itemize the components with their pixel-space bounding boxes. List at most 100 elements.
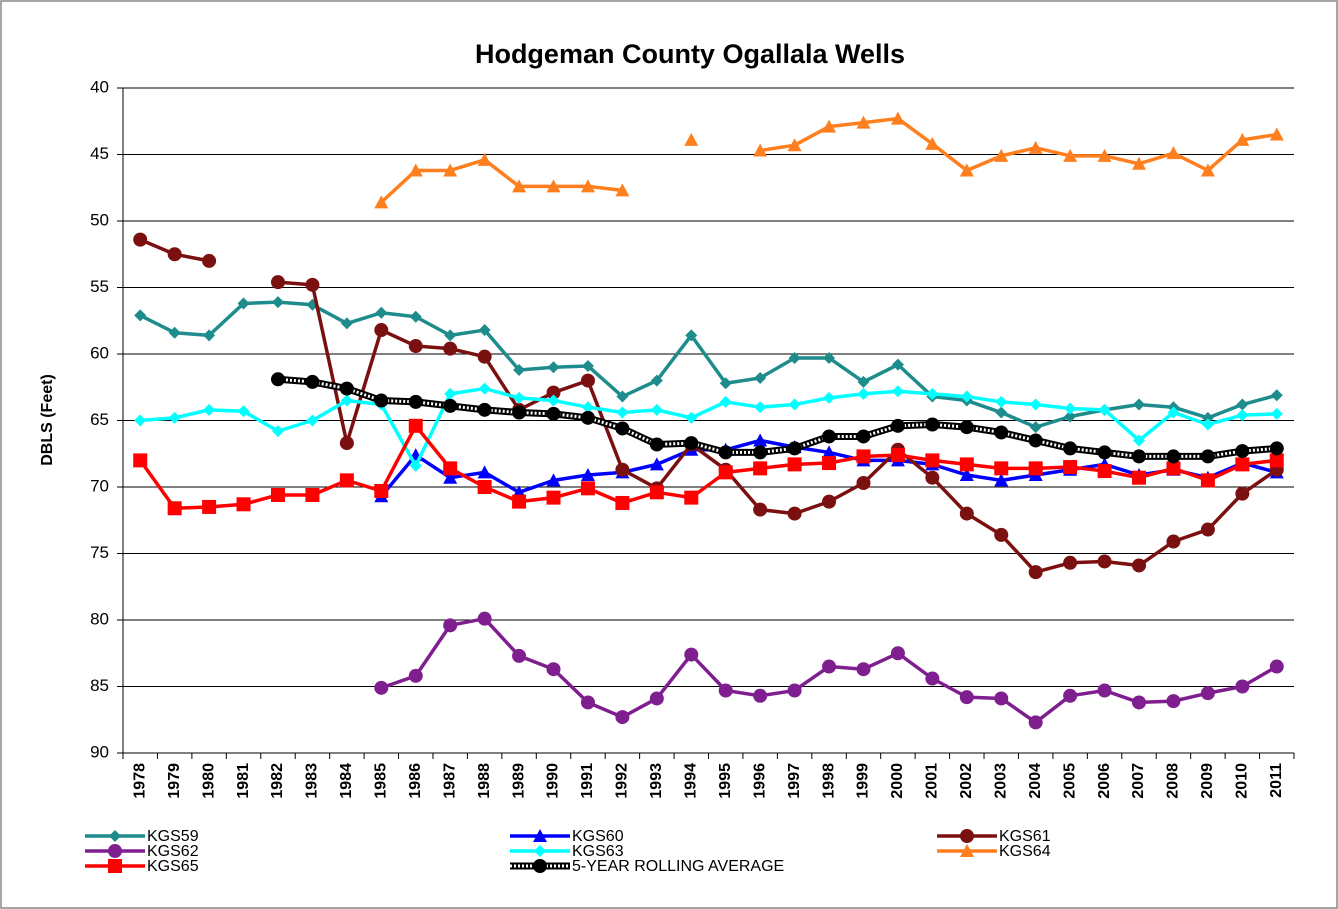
x-tick-label: 1987 [441,763,458,799]
marker [305,487,320,502]
x-tick-label: 1993 [648,763,665,799]
marker [753,445,768,460]
marker [925,470,940,485]
series-line [139,300,1278,429]
y-tick-label: 40 [90,77,109,96]
marker [134,309,147,322]
marker [1269,441,1284,456]
marker [753,688,768,703]
y-tick-label: 75 [90,543,109,562]
marker [444,329,457,342]
x-tick-label: 1983 [304,763,321,799]
marker [649,691,664,706]
marker [822,494,837,509]
legend-item: 5-YEAR ROLLING AVERAGE [510,858,784,875]
marker [375,306,388,319]
marker [890,111,905,125]
marker [1200,473,1215,488]
marker [787,457,802,472]
marker [534,845,546,857]
marker [134,414,147,427]
marker [1064,410,1077,423]
x-tick-label: 1996 [751,763,768,799]
marker [822,429,837,444]
marker [477,402,492,417]
marker [1063,441,1078,456]
y-tick-label: 55 [90,277,109,296]
y-axis-title: DBLS (Feet) [39,374,56,466]
marker [374,393,389,408]
marker [787,441,802,456]
x-tick-label: 1992 [614,763,631,799]
marker [684,490,699,505]
marker [685,411,698,424]
marker [926,387,939,400]
marker [959,468,974,482]
legend-item: KGS60 [510,828,624,845]
marker [546,179,561,193]
legend-label: 5-YEAR ROLLING AVERAGE [572,858,784,875]
marker [1236,409,1249,422]
marker [339,473,354,488]
marker [856,662,871,677]
marker [202,253,217,268]
x-tick-label: 2006 [1096,763,1113,799]
marker [856,429,871,444]
marker [546,385,561,400]
x-tick-label: 2008 [1165,763,1182,799]
marker [237,405,250,418]
marker [340,394,353,407]
marker [719,395,732,408]
marker [823,391,836,404]
marker [270,372,285,387]
marker [753,143,768,157]
marker [615,183,630,197]
marker [1201,418,1214,431]
marker [890,646,905,661]
marker [1028,715,1043,730]
legend-label: KGS61 [999,828,1051,845]
marker [108,859,122,873]
x-tick-label: 1981 [235,763,252,799]
chart-title: Hodgeman County Ogallala Wells [475,39,905,69]
marker [822,445,837,459]
marker [718,465,733,480]
marker [960,829,974,843]
marker [443,398,458,413]
marker [408,418,423,433]
marker [753,433,768,447]
marker [615,462,630,477]
marker [1200,163,1215,177]
marker [822,456,837,471]
x-tick-label: 2000 [889,763,906,799]
marker [546,490,561,505]
marker [719,377,732,390]
marker [650,374,663,387]
marker [374,483,389,498]
legend-label: KGS59 [147,828,199,845]
marker [718,683,733,698]
marker [580,468,595,482]
marker [547,394,560,407]
marker [580,179,595,193]
marker [546,473,561,487]
marker [684,647,699,662]
marker [477,349,492,364]
marker [109,830,121,842]
marker [1063,555,1078,570]
marker [443,470,458,484]
marker [994,461,1009,476]
marker [580,481,595,496]
marker [443,163,458,177]
marker [1133,398,1146,411]
x-tick-label: 2005 [1061,763,1078,799]
marker [1132,449,1147,464]
marker [788,351,801,364]
marker [306,414,319,427]
marker [1235,457,1250,472]
y-tick-label: 65 [90,410,109,429]
marker [788,398,801,411]
marker [477,152,492,166]
marker [443,461,458,476]
